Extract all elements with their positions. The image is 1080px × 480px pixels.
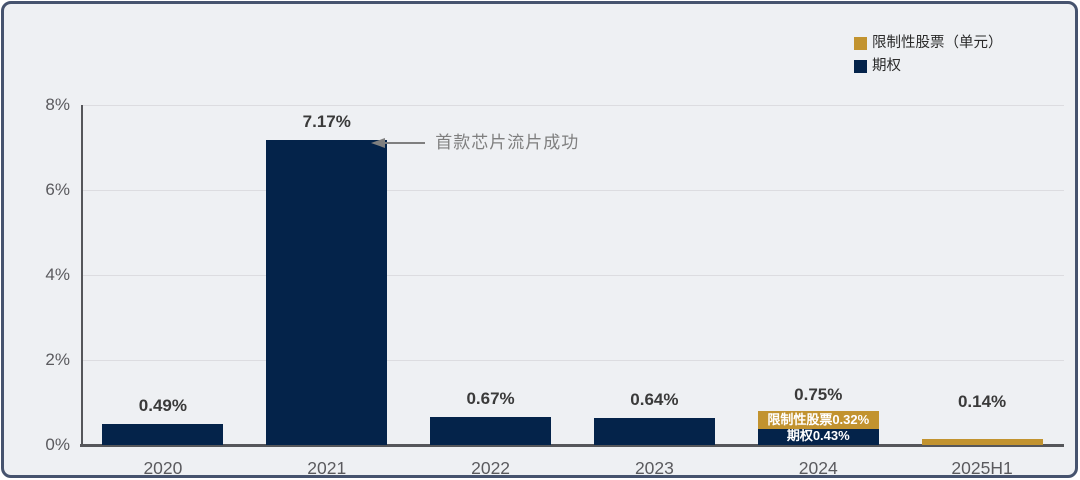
y-tick-label-6%: 6% xyxy=(45,180,70,199)
legend-item-options: 期权 xyxy=(854,57,1003,76)
x-tick-label-2020: 2020 xyxy=(143,458,183,478)
bar-value-label-2025H1: 0.14% xyxy=(957,392,1007,412)
bar-value-label-2021: 7.17% xyxy=(302,112,351,132)
legend-swatch-options xyxy=(854,60,867,73)
bar-segment-限制性股票（单元）-2025H1 xyxy=(921,439,1043,445)
bar-segment-期权-2021 xyxy=(266,140,388,445)
annotation-arrowhead-icon xyxy=(371,138,386,149)
annotation-arrow-line xyxy=(383,142,426,145)
bar-value-label-2023: 0.64% xyxy=(630,389,679,409)
y-tick-label-2%: 2% xyxy=(45,350,70,369)
gridline-4% xyxy=(81,275,1064,276)
bar-inside-label-2024: 限制性股票0.32% xyxy=(757,410,879,429)
legend-label-restricted-stock: 限制性股票（单元） xyxy=(872,35,1003,51)
x-tick-label-2021: 2021 xyxy=(307,458,347,478)
bar-chart-plot: 0% 2% 4% 6% 8% 0.49% 2020 7.17% 2021 0.67% 2022 0.6… xyxy=(4,4,1075,478)
y-tick-label-0%: 0% xyxy=(45,435,70,454)
x-tick-label-2025H1: 2025H1 xyxy=(951,458,1013,478)
bar-segment-期权-2022 xyxy=(430,416,552,445)
legend-label-options: 期权 xyxy=(872,58,901,74)
x-axis-line xyxy=(80,444,1064,447)
gridline-6% xyxy=(81,190,1064,191)
bar-value-label-2024: 0.75% xyxy=(794,385,843,405)
legend-item-restricted-stock: 限制性股票（单元） xyxy=(854,34,1003,53)
bar-inside-label-2024: 期权0.43% xyxy=(757,426,879,445)
legend-swatch-restricted-stock xyxy=(854,37,867,50)
bar-value-label-2022: 0.67% xyxy=(466,388,515,408)
gridline-8% xyxy=(81,105,1064,106)
annotation-text: 首款芯片流片成功 xyxy=(435,133,580,153)
bar-segment-期权-2020 xyxy=(102,424,224,445)
x-tick-label-2023: 2023 xyxy=(634,458,674,478)
x-tick-label-2024: 2024 xyxy=(798,458,838,478)
y-tick-label-8%: 8% xyxy=(45,95,70,114)
bar-value-label-2020: 0.49% xyxy=(138,396,187,416)
y-tick-label-4%: 4% xyxy=(45,265,70,284)
chart-legend: 限制性股票（单元） 期权 xyxy=(854,34,1003,76)
bar-segment-期权-2023 xyxy=(593,417,715,445)
y-axis-line xyxy=(81,105,83,445)
gridline-2% xyxy=(81,360,1064,361)
x-tick-label-2022: 2022 xyxy=(471,458,511,478)
